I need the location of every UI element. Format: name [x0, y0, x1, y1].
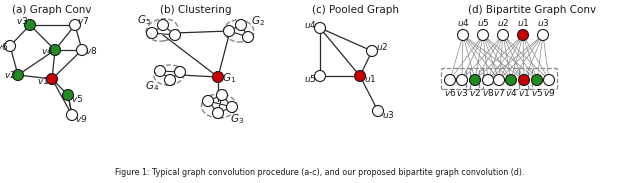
Circle shape	[367, 46, 378, 57]
Circle shape	[202, 96, 214, 107]
Circle shape	[538, 29, 548, 40]
Text: $u3$: $u3$	[381, 109, 394, 119]
Text: Figure 1: Typical graph convolution procedure (a-c), and our proposed bipartite : Figure 1: Typical graph convolution proc…	[115, 168, 525, 177]
Text: $u5$: $u5$	[477, 18, 490, 29]
Circle shape	[227, 102, 237, 113]
Text: $u4$: $u4$	[456, 18, 469, 29]
Text: $u2$: $u2$	[376, 42, 388, 53]
Circle shape	[63, 89, 74, 100]
Circle shape	[154, 66, 166, 76]
Text: (a) Graph Conv: (a) Graph Conv	[12, 5, 92, 15]
Circle shape	[456, 74, 467, 85]
Text: $v8$: $v8$	[482, 87, 494, 98]
Text: $v2$: $v2$	[4, 70, 16, 81]
Circle shape	[314, 70, 326, 81]
Text: $v5$: $v5$	[531, 87, 543, 98]
Circle shape	[493, 74, 504, 85]
Circle shape	[445, 74, 456, 85]
Text: $v7$: $v7$	[77, 16, 89, 27]
Circle shape	[175, 66, 186, 77]
Circle shape	[212, 107, 223, 119]
Circle shape	[355, 70, 365, 81]
Circle shape	[13, 70, 24, 81]
Text: $G_5$: $G_5$	[137, 13, 151, 27]
Text: $v1$: $v1$	[518, 87, 530, 98]
Text: $v9$: $v9$	[75, 113, 87, 124]
Text: (d) Bipartite Graph Conv: (d) Bipartite Graph Conv	[468, 5, 596, 15]
Circle shape	[147, 27, 157, 38]
Circle shape	[4, 40, 15, 51]
Text: $v2$: $v2$	[469, 87, 481, 98]
Circle shape	[212, 72, 223, 83]
Circle shape	[483, 74, 493, 85]
Text: $v3$: $v3$	[456, 87, 468, 98]
Text: $G_2$: $G_2$	[251, 14, 265, 28]
Text: (b) Clustering: (b) Clustering	[160, 5, 232, 15]
Text: $u2$: $u2$	[497, 18, 509, 29]
Circle shape	[49, 44, 61, 55]
Circle shape	[216, 89, 227, 100]
Text: $G_3$: $G_3$	[230, 112, 244, 126]
Circle shape	[372, 106, 383, 117]
Circle shape	[518, 74, 529, 85]
Circle shape	[458, 29, 468, 40]
Text: $v4$: $v4$	[41, 44, 53, 55]
Circle shape	[470, 74, 481, 85]
Text: $v9$: $v9$	[543, 87, 556, 98]
Text: $v3$: $v3$	[16, 16, 28, 27]
Circle shape	[477, 29, 488, 40]
Text: $u4$: $u4$	[303, 18, 316, 29]
Text: $G_1$: $G_1$	[222, 71, 236, 85]
Circle shape	[543, 74, 554, 85]
Text: $G_4$: $G_4$	[145, 79, 159, 93]
Text: $v8$: $v8$	[84, 44, 97, 55]
Circle shape	[506, 74, 516, 85]
Text: $v6$: $v6$	[444, 87, 456, 98]
Circle shape	[157, 20, 168, 31]
Circle shape	[497, 29, 509, 40]
Circle shape	[47, 74, 58, 85]
Text: $u5$: $u5$	[303, 72, 316, 83]
Text: $v6$: $v6$	[0, 40, 8, 51]
Text: $u1$: $u1$	[516, 18, 529, 29]
Text: (c) Pooled Graph: (c) Pooled Graph	[312, 5, 399, 15]
Text: $v4$: $v4$	[505, 87, 517, 98]
Text: $u3$: $u3$	[537, 18, 549, 29]
Circle shape	[243, 31, 253, 42]
Text: $v5$: $v5$	[71, 92, 83, 104]
Circle shape	[223, 25, 234, 36]
Text: $v1$: $v1$	[37, 74, 49, 85]
Circle shape	[77, 44, 88, 55]
Circle shape	[170, 29, 180, 40]
Circle shape	[314, 23, 326, 33]
Circle shape	[164, 74, 175, 85]
Circle shape	[24, 20, 35, 31]
Circle shape	[70, 20, 81, 31]
Text: $u1$: $u1$	[364, 72, 376, 83]
Text: $v7$: $v7$	[493, 87, 505, 98]
Circle shape	[518, 29, 529, 40]
Circle shape	[236, 20, 246, 31]
Circle shape	[67, 109, 77, 120]
Circle shape	[531, 74, 543, 85]
